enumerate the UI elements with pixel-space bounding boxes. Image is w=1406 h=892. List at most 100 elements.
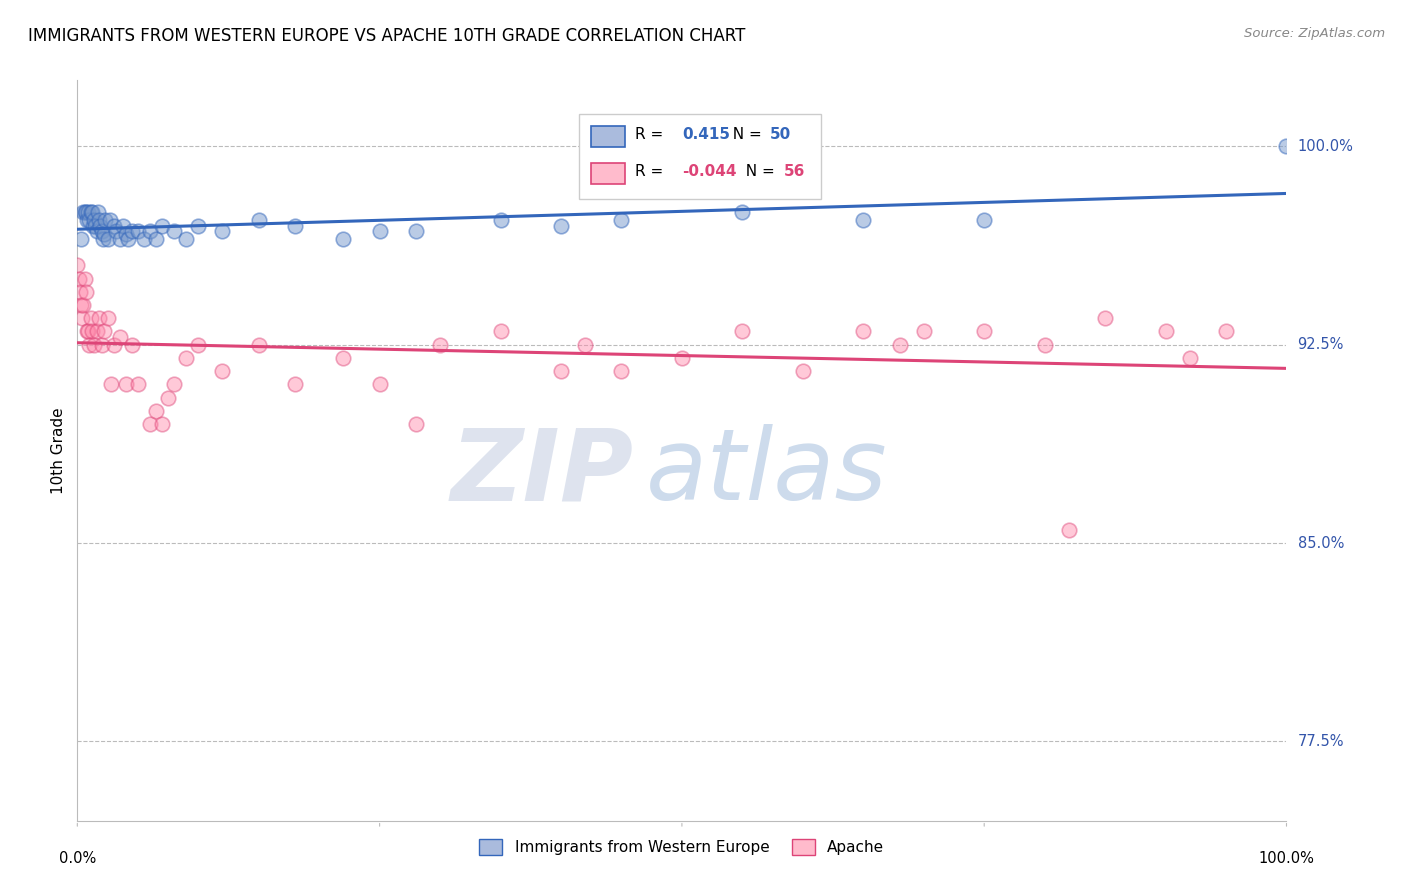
Point xyxy=(405,224,427,238)
FancyBboxPatch shape xyxy=(592,126,626,147)
Point xyxy=(75,285,97,299)
Point xyxy=(86,325,108,339)
Point xyxy=(368,224,391,238)
Text: 56: 56 xyxy=(783,164,804,178)
Point xyxy=(889,337,911,351)
Point xyxy=(163,377,186,392)
Point xyxy=(145,232,167,246)
Point xyxy=(83,337,105,351)
Point xyxy=(70,232,93,246)
Point xyxy=(87,213,110,227)
Point xyxy=(187,219,209,233)
Point xyxy=(731,325,754,339)
Point xyxy=(98,213,121,227)
Point xyxy=(77,325,100,339)
Point xyxy=(247,337,270,351)
Point xyxy=(80,205,103,219)
Point xyxy=(671,351,693,365)
Point xyxy=(1275,139,1298,153)
Point xyxy=(105,224,128,238)
Point xyxy=(610,213,633,227)
Point xyxy=(69,285,91,299)
Point xyxy=(489,325,512,339)
Point xyxy=(117,232,139,246)
Point xyxy=(87,311,110,326)
Point xyxy=(247,213,270,227)
Point xyxy=(112,219,135,233)
Text: 100.0%: 100.0% xyxy=(1298,139,1354,154)
Point xyxy=(174,351,197,365)
Point xyxy=(70,298,93,312)
Text: 50: 50 xyxy=(770,127,792,142)
Point xyxy=(852,213,875,227)
Point xyxy=(429,337,451,351)
Text: N =: N = xyxy=(723,127,766,142)
Point xyxy=(157,391,180,405)
Point xyxy=(73,271,96,285)
Text: 92.5%: 92.5% xyxy=(1298,337,1344,352)
Point xyxy=(139,224,162,238)
Point xyxy=(150,417,173,431)
Point xyxy=(76,325,98,339)
Point xyxy=(89,219,111,233)
Point xyxy=(76,213,98,227)
Point xyxy=(103,219,125,233)
Point xyxy=(1178,351,1201,365)
Point xyxy=(87,205,110,219)
Point xyxy=(75,205,97,219)
Point xyxy=(103,337,125,351)
Text: 100.0%: 100.0% xyxy=(1258,851,1315,866)
Point xyxy=(211,224,233,238)
Point xyxy=(332,232,354,246)
Point xyxy=(114,377,136,392)
Point xyxy=(174,232,197,246)
Text: N =: N = xyxy=(737,164,780,178)
Point xyxy=(86,224,108,238)
Point xyxy=(145,404,167,418)
Point xyxy=(96,232,118,246)
Point xyxy=(792,364,814,378)
Point xyxy=(121,337,143,351)
Text: IMMIGRANTS FROM WESTERN EUROPE VS APACHE 10TH GRADE CORRELATION CHART: IMMIGRANTS FROM WESTERN EUROPE VS APACHE… xyxy=(28,27,745,45)
Point xyxy=(211,364,233,378)
Point xyxy=(284,219,307,233)
Point xyxy=(90,337,112,351)
Point xyxy=(79,311,101,326)
Point xyxy=(132,232,155,246)
Point xyxy=(90,224,112,238)
FancyBboxPatch shape xyxy=(579,113,821,199)
Point xyxy=(1057,523,1080,537)
Point xyxy=(731,205,754,219)
Y-axis label: 10th Grade: 10th Grade xyxy=(51,407,66,494)
Point xyxy=(121,224,143,238)
Point xyxy=(93,325,115,339)
Legend: Immigrants from Western Europe, Apache: Immigrants from Western Europe, Apache xyxy=(474,833,890,861)
Point xyxy=(72,298,94,312)
Point xyxy=(100,377,122,392)
Point xyxy=(852,325,875,339)
FancyBboxPatch shape xyxy=(592,163,626,184)
Text: Source: ZipAtlas.com: Source: ZipAtlas.com xyxy=(1244,27,1385,40)
Text: -0.044: -0.044 xyxy=(682,164,737,178)
Point xyxy=(114,227,136,241)
Point xyxy=(91,232,114,246)
Point xyxy=(973,325,995,339)
Point xyxy=(96,311,118,326)
Point xyxy=(94,213,117,227)
Point xyxy=(66,259,89,273)
Point xyxy=(610,364,633,378)
Text: R =: R = xyxy=(634,127,668,142)
Point xyxy=(84,219,107,233)
Point xyxy=(67,271,90,285)
Point xyxy=(332,351,354,365)
Point xyxy=(550,219,572,233)
Point xyxy=(163,224,186,238)
Point xyxy=(72,205,94,219)
Point xyxy=(187,337,209,351)
Text: atlas: atlas xyxy=(645,425,887,521)
Point xyxy=(83,213,105,227)
Text: ZIP: ZIP xyxy=(450,425,634,521)
Point xyxy=(574,337,596,351)
Point xyxy=(79,205,101,219)
Point xyxy=(973,213,995,227)
